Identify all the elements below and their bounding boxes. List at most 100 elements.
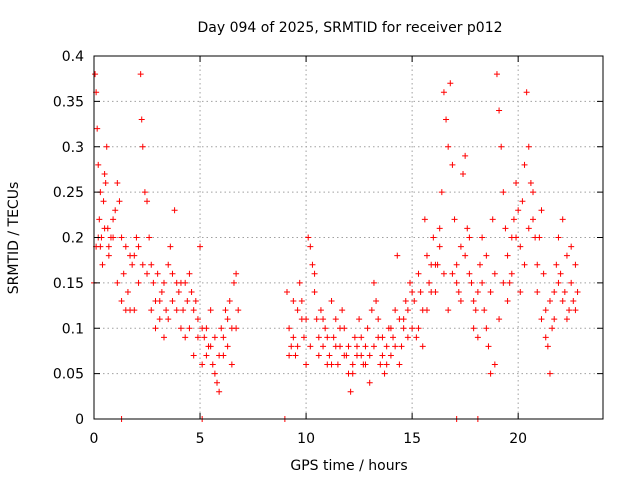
data-point <box>177 279 184 286</box>
data-point <box>502 225 509 232</box>
data-point <box>445 143 452 150</box>
data-point <box>449 270 456 277</box>
data-point <box>122 243 129 250</box>
data-point <box>487 288 494 295</box>
data-point <box>563 252 570 259</box>
data-point <box>487 370 494 377</box>
data-point <box>311 270 318 277</box>
data-point <box>163 307 170 314</box>
y-tick-label: 0.35 <box>53 94 84 110</box>
data-point <box>303 316 310 323</box>
data-point <box>474 334 481 341</box>
y-tick-label: 0.2 <box>62 231 84 247</box>
grid <box>94 56 603 419</box>
data-point <box>160 334 167 341</box>
data-point <box>407 279 414 286</box>
data-point <box>553 261 560 268</box>
data-point <box>525 225 532 232</box>
data-point <box>144 270 151 277</box>
data-point <box>228 361 235 368</box>
data-points <box>91 71 581 422</box>
data-point <box>148 261 155 268</box>
data-point <box>521 261 528 268</box>
data-point <box>423 252 430 259</box>
data-point <box>404 307 411 314</box>
data-point <box>148 307 155 314</box>
data-point <box>392 343 399 350</box>
data-point <box>489 216 496 223</box>
data-point <box>110 216 117 223</box>
data-point <box>387 352 394 359</box>
data-point <box>472 307 479 314</box>
data-point <box>158 288 165 295</box>
data-point <box>453 261 460 268</box>
data-point <box>203 352 210 359</box>
data-point <box>417 288 424 295</box>
data-point <box>426 279 433 286</box>
data-point <box>377 361 384 368</box>
data-point <box>479 279 486 286</box>
data-point <box>207 343 214 350</box>
data-point <box>286 325 293 332</box>
data-point <box>320 316 327 323</box>
data-point <box>443 116 450 123</box>
data-point <box>349 370 356 377</box>
data-point <box>496 107 503 114</box>
data-point <box>379 334 386 341</box>
data-point <box>474 288 481 295</box>
data-point <box>156 298 163 305</box>
data-point <box>326 352 333 359</box>
data-point <box>370 279 377 286</box>
data-point <box>423 307 430 314</box>
data-point <box>570 298 577 305</box>
y-tick-label: 0.25 <box>53 185 84 201</box>
data-point <box>150 279 157 286</box>
data-point <box>436 243 443 250</box>
data-point <box>201 334 208 341</box>
data-point <box>440 270 447 277</box>
data-point <box>218 325 225 332</box>
data-point <box>464 225 471 232</box>
data-point <box>160 279 167 286</box>
y-tick-label: 0.3 <box>62 140 84 156</box>
data-point <box>476 261 483 268</box>
data-point <box>409 288 416 295</box>
data-point <box>341 352 348 359</box>
data-point <box>190 307 197 314</box>
data-point <box>133 234 140 241</box>
data-point <box>230 279 237 286</box>
data-point <box>92 71 99 78</box>
data-point <box>470 325 477 332</box>
data-point <box>102 180 109 187</box>
data-point <box>498 143 505 150</box>
data-point <box>214 379 221 386</box>
x-axis-label: GPS time / hours <box>290 458 407 474</box>
data-point <box>233 270 240 277</box>
data-point <box>328 361 335 368</box>
data-point <box>300 334 307 341</box>
data-point <box>209 361 216 368</box>
data-point <box>510 216 517 223</box>
x-tick-label: 15 <box>403 431 421 447</box>
data-point <box>292 352 299 359</box>
data-point <box>445 307 452 314</box>
data-point <box>315 334 322 341</box>
data-point <box>551 316 558 323</box>
data-point <box>144 198 151 205</box>
data-point <box>296 279 303 286</box>
data-point <box>398 343 405 350</box>
data-point <box>540 270 547 277</box>
data-point <box>330 334 337 341</box>
data-point <box>186 325 193 332</box>
data-point <box>184 298 191 305</box>
data-point <box>116 198 123 205</box>
data-point <box>175 288 182 295</box>
data-point <box>400 316 407 323</box>
data-point <box>197 243 204 250</box>
data-point <box>481 307 488 314</box>
data-point <box>432 261 439 268</box>
data-point <box>364 325 371 332</box>
data-point <box>542 307 549 314</box>
data-point <box>169 298 176 305</box>
data-point <box>307 243 314 250</box>
